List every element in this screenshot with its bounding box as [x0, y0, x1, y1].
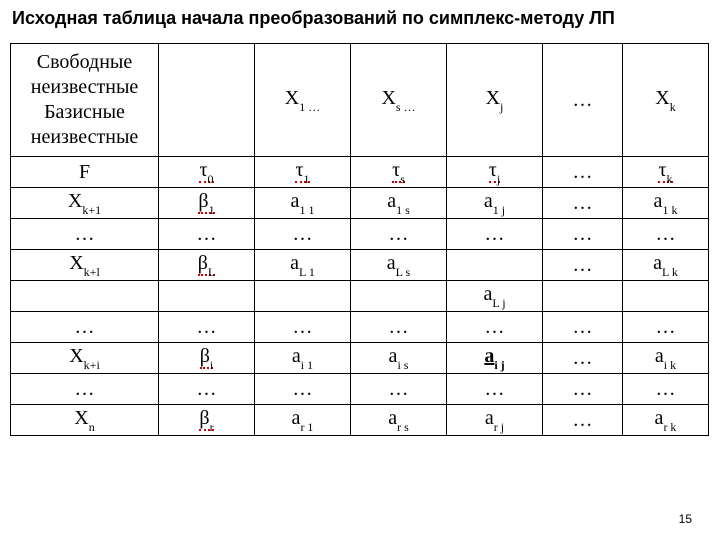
cell: … — [543, 157, 623, 188]
table-row: Xk+1 β1 a1 1 a1 s a1 j … a1 k — [11, 188, 709, 219]
cell: … — [159, 312, 255, 343]
pivot-cell: ai j — [447, 343, 543, 374]
cell: … — [543, 312, 623, 343]
table-row: … … … … … … … — [11, 374, 709, 405]
row-label: Xn — [11, 405, 159, 436]
cell: aL j — [447, 281, 543, 312]
cell: … — [543, 250, 623, 281]
cell: … — [623, 219, 709, 250]
col-header-3: Xs … — [351, 44, 447, 157]
col-header-1 — [159, 44, 255, 157]
cell: τs — [351, 157, 447, 188]
cell: … — [543, 219, 623, 250]
cell: a1 1 — [255, 188, 351, 219]
cell: … — [543, 405, 623, 436]
cell: ar k — [623, 405, 709, 436]
cell: … — [447, 219, 543, 250]
col-header-4: Xj — [447, 44, 543, 157]
page-number: 15 — [679, 512, 692, 526]
table-row: … … … … … … … — [11, 219, 709, 250]
cell: τ1 — [255, 157, 351, 188]
cell — [543, 281, 623, 312]
col-header-2: X1 … — [255, 44, 351, 157]
table-row: Xk+i βi ai 1 ai s ai j … ai k — [11, 343, 709, 374]
cell: βi — [159, 343, 255, 374]
cell: … — [351, 374, 447, 405]
cell: … — [623, 312, 709, 343]
corner-line3: Базисные — [44, 101, 125, 123]
cell: ai s — [351, 343, 447, 374]
cell — [255, 281, 351, 312]
cell: … — [255, 374, 351, 405]
cell: βr — [159, 405, 255, 436]
table-row: … … … … … … … — [11, 312, 709, 343]
row-label: Xk+l — [11, 250, 159, 281]
slide-page: Исходная таблица начала преобразований п… — [0, 0, 720, 540]
cell: a1 s — [351, 188, 447, 219]
cell: … — [543, 374, 623, 405]
table-row: F τ0 τ1 τs τj … τk — [11, 157, 709, 188]
corner-line1: Свободные — [37, 51, 132, 73]
cell: τj — [447, 157, 543, 188]
cell: … — [159, 374, 255, 405]
corner-line4: неизвестные — [31, 126, 139, 148]
simplex-table: Свободные неизвестные Базисные неизвестн… — [10, 43, 709, 436]
page-title: Исходная таблица начала преобразований п… — [12, 8, 710, 29]
cell: aL 1 — [255, 250, 351, 281]
cell: τk — [623, 157, 709, 188]
cell — [351, 281, 447, 312]
cell: ar s — [351, 405, 447, 436]
cell: … — [623, 374, 709, 405]
cell: … — [543, 188, 623, 219]
row-label: Xk+i — [11, 343, 159, 374]
cell — [447, 250, 543, 281]
table-row: Xn βr ar 1 ar s ar j … ar k — [11, 405, 709, 436]
table-row: aL j — [11, 281, 709, 312]
cell: a1 k — [623, 188, 709, 219]
cell: … — [255, 312, 351, 343]
cell: a1 j — [447, 188, 543, 219]
cell: ar 1 — [255, 405, 351, 436]
table-header-row: Свободные неизвестные Базисные неизвестн… — [11, 44, 709, 157]
row-label — [11, 281, 159, 312]
cell: ai 1 — [255, 343, 351, 374]
cell: … — [351, 312, 447, 343]
cell: … — [543, 343, 623, 374]
cell — [159, 281, 255, 312]
corner-line2: неизвестные — [31, 76, 139, 98]
cell: … — [159, 219, 255, 250]
cell: aL k — [623, 250, 709, 281]
col-header-6: Xk — [623, 44, 709, 157]
cell: ai k — [623, 343, 709, 374]
cell: aL s — [351, 250, 447, 281]
row-label: Xk+1 — [11, 188, 159, 219]
cell: ar j — [447, 405, 543, 436]
table-row: Xk+l βL aL 1 aL s … aL k — [11, 250, 709, 281]
row-label: … — [11, 374, 159, 405]
cell: … — [447, 312, 543, 343]
cell: β1 — [159, 188, 255, 219]
corner-cell: Свободные неизвестные Базисные неизвестн… — [11, 44, 159, 157]
cell: … — [447, 374, 543, 405]
row-label: … — [11, 219, 159, 250]
row-label: F — [11, 157, 159, 188]
cell: … — [255, 219, 351, 250]
cell: … — [351, 219, 447, 250]
col-header-5: … — [543, 44, 623, 157]
cell: βL — [159, 250, 255, 281]
row-label: … — [11, 312, 159, 343]
cell: τ0 — [159, 157, 255, 188]
cell — [623, 281, 709, 312]
